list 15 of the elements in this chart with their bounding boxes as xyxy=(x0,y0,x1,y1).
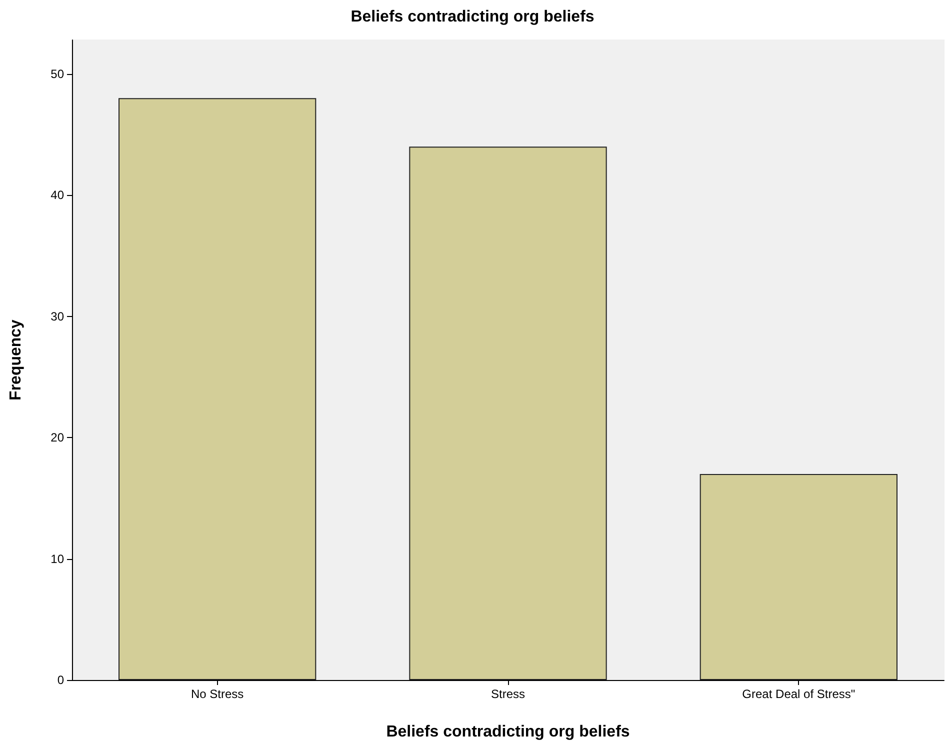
y-tick-label: 30 xyxy=(50,309,64,324)
bar xyxy=(118,98,316,680)
x-tick-label: No Stress xyxy=(190,687,244,701)
y-axis-title: Frequency xyxy=(8,319,24,400)
bar xyxy=(700,474,898,680)
y-tick-label: 40 xyxy=(50,188,64,202)
x-axis-title: Beliefs contradicting org beliefs xyxy=(386,724,630,740)
x-tick-label: Stress xyxy=(490,687,526,701)
bar xyxy=(409,146,607,680)
chart-title: Beliefs contradicting org beliefs xyxy=(350,8,594,26)
y-tick-label: 10 xyxy=(50,552,64,566)
y-tick-label: 50 xyxy=(50,66,64,81)
y-tick-label: 20 xyxy=(50,430,64,445)
y-tick-label: 0 xyxy=(57,673,64,687)
x-tick-label: Great Deal of Stress" xyxy=(742,687,856,701)
